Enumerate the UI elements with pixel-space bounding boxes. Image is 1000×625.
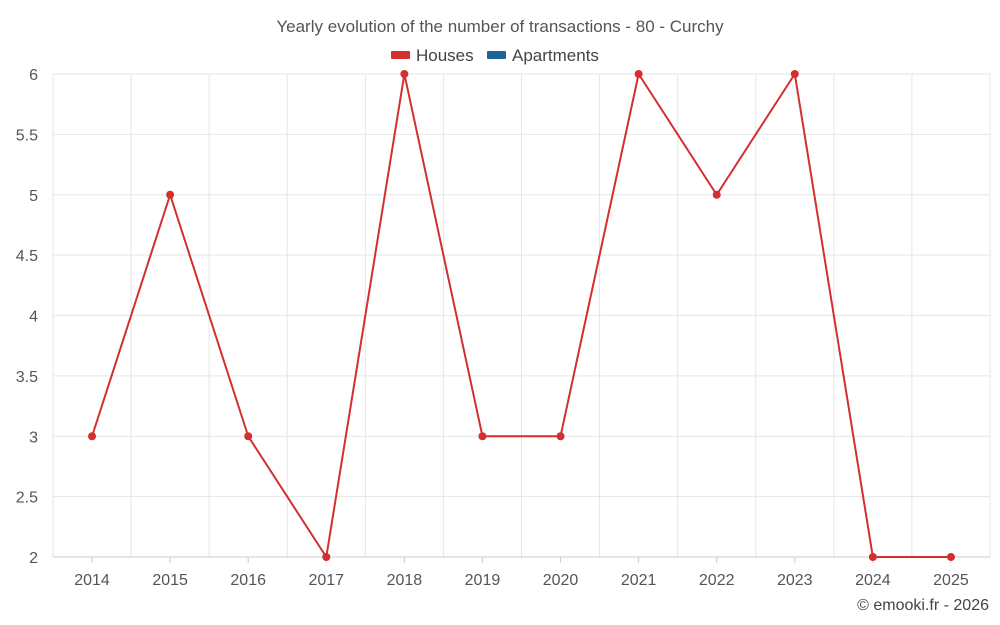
data-point-houses[interactable] [400, 70, 409, 78]
y-axis: 2 2.5 3 3.5 4 4.5 5 5.5 6 [16, 67, 38, 567]
x-tick-label: 2019 [465, 572, 501, 589]
data-point-houses[interactable] [868, 553, 877, 561]
data-point-houses[interactable] [946, 553, 955, 561]
legend-item-houses[interactable]: Houses [391, 46, 474, 65]
data-point-houses[interactable] [634, 70, 643, 78]
legend-label-apartments: Apartments [512, 46, 599, 65]
credit-text: © emooki.fr - 2026 [857, 597, 989, 614]
x-tick-label: 2023 [777, 572, 813, 589]
data-point-houses[interactable] [244, 432, 253, 441]
chart-title: Yearly evolution of the number of transa… [276, 17, 724, 36]
x-axis: 2014 2015 2016 2017 2018 2019 2020 2021 2022 2023… [53, 556, 990, 589]
x-tick-label: 2018 [387, 572, 423, 589]
series-line-houses [91, 73, 951, 558]
y-tick-label: 2.5 [16, 490, 38, 507]
x-tick-label: 2025 [933, 572, 969, 589]
x-tick-label: 2017 [308, 572, 344, 589]
y-tick-label: 5.5 [16, 127, 38, 144]
data-point-houses[interactable] [712, 190, 721, 199]
series-houses [88, 70, 955, 561]
y-tick-label: 3.5 [16, 369, 38, 386]
data-point-houses[interactable] [790, 70, 799, 78]
y-tick-label: 4.5 [16, 248, 38, 265]
data-point-houses[interactable] [166, 190, 175, 199]
legend-label-houses: Houses [416, 46, 474, 65]
data-point-houses[interactable] [556, 432, 565, 441]
x-tick-label: 2015 [152, 572, 188, 589]
x-tick-label: 2021 [621, 572, 657, 589]
legend: Houses Apartments [391, 46, 599, 65]
legend-item-apartments[interactable]: Apartments [487, 46, 599, 65]
y-tick-label: 3 [29, 429, 38, 446]
data-point-houses[interactable] [478, 432, 487, 441]
x-tick-label: 2016 [230, 572, 266, 589]
x-tick-label: 2022 [699, 572, 735, 589]
legend-swatch-apartments [487, 51, 506, 59]
grid [52, 73, 991, 558]
x-tick-label: 2024 [855, 572, 891, 589]
y-tick-label: 2 [29, 550, 38, 567]
data-point-houses[interactable] [322, 553, 331, 561]
legend-swatch-houses [391, 51, 410, 59]
data-point-houses[interactable] [88, 432, 97, 441]
y-tick-label: 5 [29, 188, 38, 205]
y-tick-label: 4 [29, 309, 38, 326]
x-tick-label: 2014 [74, 572, 110, 589]
y-tick-label: 6 [29, 67, 38, 84]
x-tick-label: 2020 [543, 572, 579, 589]
